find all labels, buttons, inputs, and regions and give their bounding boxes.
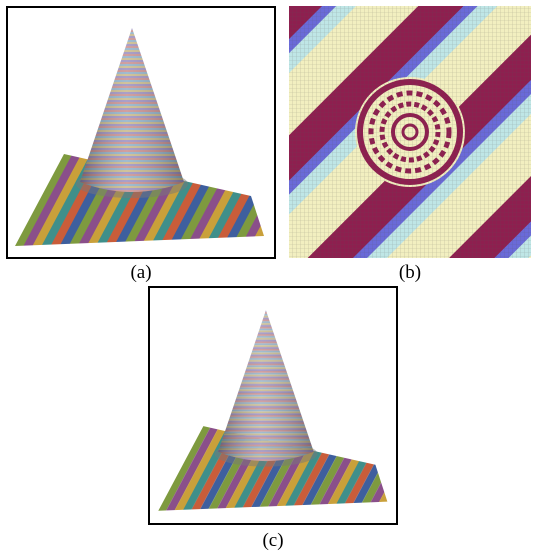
panel-label: (a): [130, 262, 151, 283]
panel-label: (c): [262, 530, 283, 551]
panel-label: (b): [399, 262, 421, 283]
figure: (a) (b) (c): [0, 0, 536, 555]
pattern-image: [289, 6, 531, 258]
